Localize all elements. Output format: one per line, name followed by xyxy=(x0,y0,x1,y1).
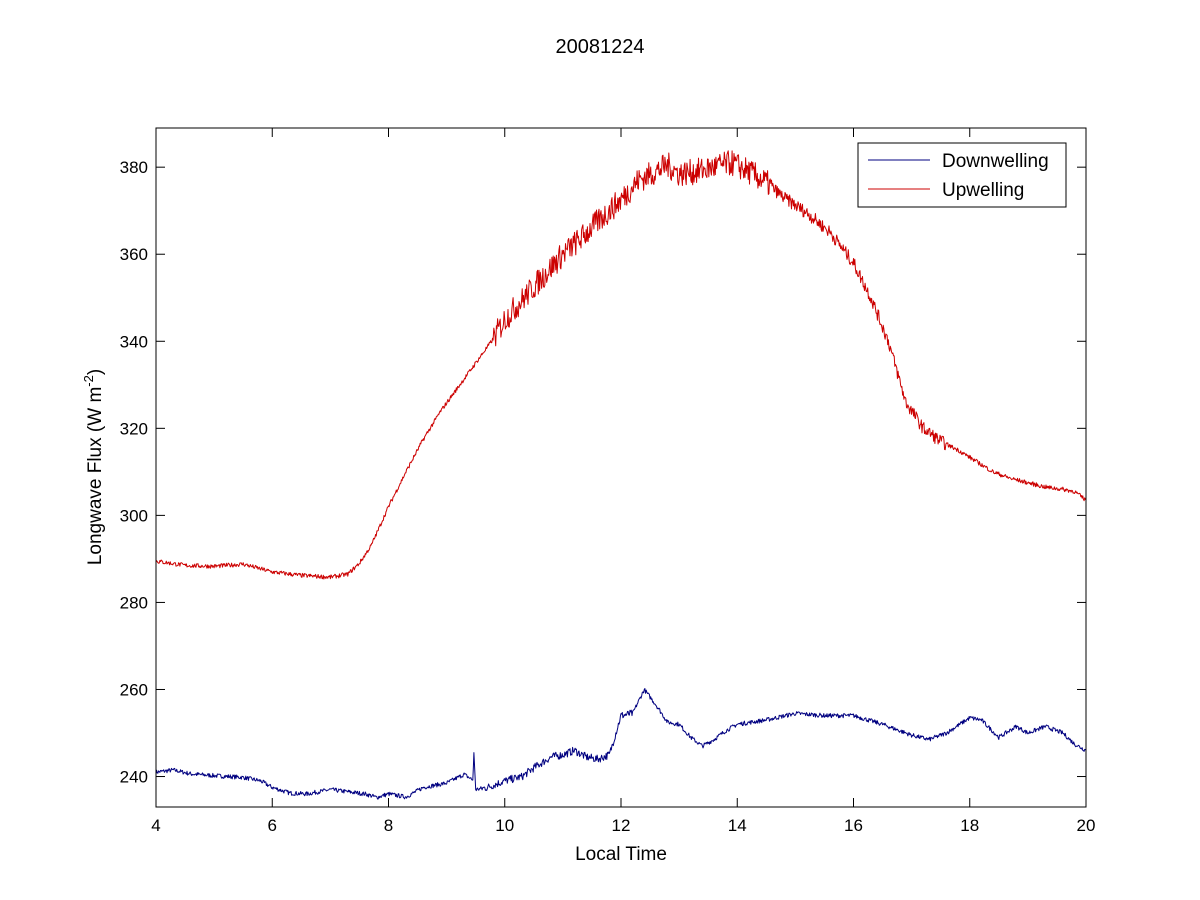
y-tick-label-240: 240 xyxy=(120,768,148,787)
legend-label-upwelling: Upwelling xyxy=(942,180,1024,201)
x-tick-label-20: 20 xyxy=(1077,816,1096,835)
x-tick-label-4: 4 xyxy=(151,816,160,835)
x-tick-label-8: 8 xyxy=(384,816,393,835)
plot-area xyxy=(156,128,1086,807)
y-tick-label-340: 340 xyxy=(120,332,148,351)
y-axis-label-main: Longwave Flux (W m xyxy=(85,387,106,565)
chart-title: 20081224 xyxy=(556,36,645,58)
x-tick-label-12: 12 xyxy=(612,816,631,835)
plot-frame xyxy=(155,127,1087,808)
x-tick-label-18: 18 xyxy=(960,816,979,835)
x-axis-label: Local Time xyxy=(575,844,667,865)
y-tick-label-260: 260 xyxy=(120,680,148,699)
y-axis-label: Longwave Flux (W m-2) xyxy=(81,369,106,565)
y-tick-label-280: 280 xyxy=(120,593,148,612)
series-line-downwelling xyxy=(155,688,1087,800)
series-line-upwelling xyxy=(155,150,1087,580)
y-axis-label-close: ) xyxy=(85,369,106,375)
legend-box xyxy=(857,142,1067,208)
y-tick-label-380: 380 xyxy=(120,158,148,177)
y-tick-label-360: 360 xyxy=(120,245,148,264)
x-tick-label-14: 14 xyxy=(728,816,747,835)
series-layer xyxy=(155,150,1087,800)
legend-label-downwelling: Downwelling xyxy=(942,151,1049,172)
x-tick-label-10: 10 xyxy=(495,816,514,835)
y-tick-label-320: 320 xyxy=(120,419,148,438)
x-tick-label-6: 6 xyxy=(268,816,277,835)
y-tick-label-300: 300 xyxy=(120,506,148,525)
x-tick-label-16: 16 xyxy=(844,816,863,835)
y-axis-label-superscript: -2 xyxy=(81,375,96,387)
legend: Downwelling Upwelling xyxy=(857,142,1067,208)
tick-layer: 4 6 8 10 12 14 16 18 20 240 260 280 300 320 340 360 380 xyxy=(120,128,1096,835)
